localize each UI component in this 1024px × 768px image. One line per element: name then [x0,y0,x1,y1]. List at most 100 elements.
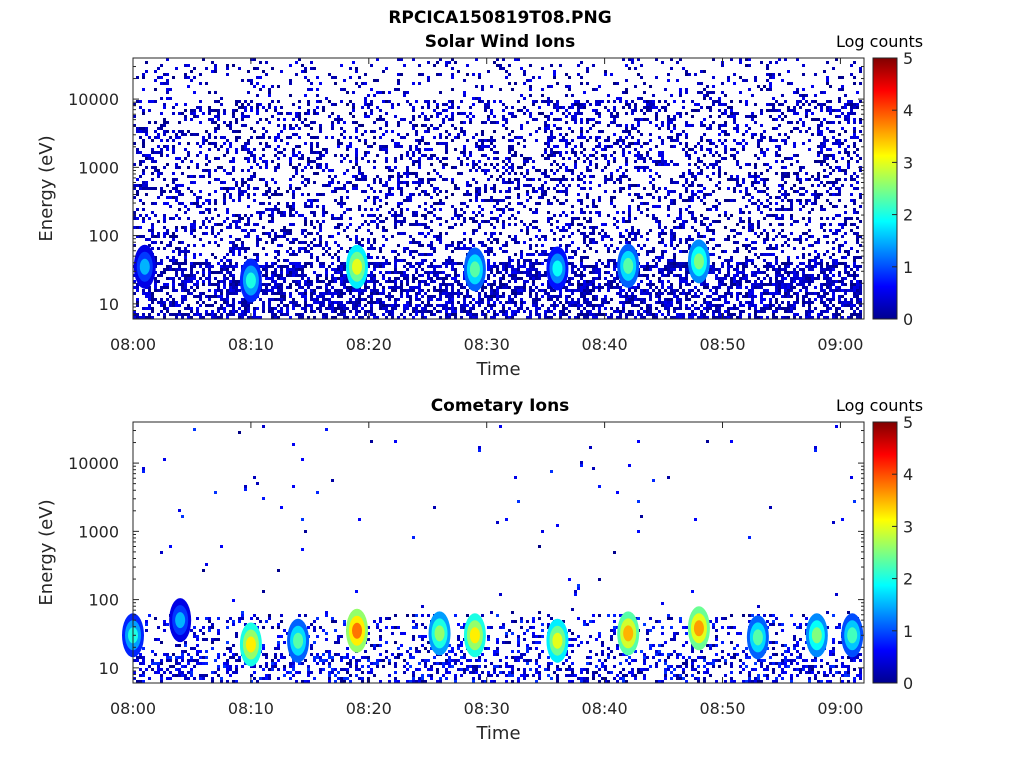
noise-cell [277,289,280,292]
noise-cell [313,214,316,217]
noise-cell [607,286,610,289]
noise-cell [205,259,208,262]
noise-cell [652,178,655,181]
noise-cell [487,157,490,160]
noise-cell [568,112,571,115]
noise-cell [331,178,334,181]
noise-cell [295,133,298,136]
noise-cell [604,175,607,178]
noise-cell [199,106,202,109]
noise-cell [511,163,514,166]
noise-cell [343,79,346,82]
noise-cell [220,268,223,271]
noise-cell [637,193,640,196]
noise-cell [208,106,211,109]
noise-cell [469,295,472,298]
noise-cell [223,109,226,112]
noise-cell [310,253,313,256]
noise-cell [319,151,322,154]
noise-cell [205,154,208,157]
noise-cell [229,304,232,307]
noise-cell [445,262,448,265]
noise-cell [151,139,154,142]
noise-cell [265,61,268,64]
noise-cell [151,229,154,232]
noise-cell [604,181,607,184]
noise-cell [418,142,421,145]
noise-cell [649,181,652,184]
noise-cell [568,256,571,259]
noise-cell [511,292,514,295]
noise-cell [313,67,316,70]
noise-cell [322,280,325,283]
noise-cell [541,94,544,97]
noise-cell [631,286,634,289]
noise-cell [313,136,316,139]
noise-cell [391,280,394,283]
noise-cell [190,265,193,268]
noise-cell [235,130,238,133]
noise-cell [232,283,235,286]
noise-cell [169,190,172,193]
noise-cell [160,298,163,301]
noise-cell [448,295,451,298]
noise-cell [430,310,433,313]
noise-cell [631,199,634,202]
noise-cell [616,169,619,172]
noise-cell [238,289,241,292]
noise-cell [550,136,553,139]
noise-cell [565,139,568,142]
noise-cell [331,136,334,139]
noise-cell [535,304,538,307]
noise-cell [271,67,274,70]
noise-cell [433,307,436,310]
noise-cell [244,181,247,184]
noise-cell [475,163,478,166]
noise-cell [433,271,436,274]
noise-cell [349,67,352,70]
noise-cell [403,220,406,223]
noise-cell [391,214,394,217]
noise-cell [265,292,268,295]
noise-cell [622,187,625,190]
noise-cell [571,265,574,268]
noise-cell [436,172,439,175]
noise-cell [154,235,157,238]
noise-cell [331,256,334,259]
noise-cell [481,145,484,148]
noise-cell [148,307,151,310]
noise-cell [430,163,433,166]
noise-cell [355,313,358,316]
noise-cell [646,166,649,169]
noise-cell [484,163,487,166]
noise-cell [184,247,187,250]
noise-cell [481,154,484,157]
noise-cell [577,316,580,319]
noise-cell [346,289,349,292]
noise-cell [499,88,502,91]
noise-cell [205,232,208,235]
noise-cell [142,292,145,295]
noise-cell [172,112,175,115]
noise-cell [613,196,616,199]
noise-cell [313,271,316,274]
noise-cell [451,205,454,208]
noise-cell [133,274,136,277]
noise-cell [271,220,274,223]
noise-cell [265,190,268,193]
noise-cell [628,67,631,70]
noise-cell [298,274,301,277]
noise-cell [535,169,538,172]
noise-cell [499,283,502,286]
noise-cell [586,301,589,304]
noise-cell [592,307,595,310]
noise-cell [622,58,625,61]
noise-cell [646,214,649,217]
noise-cell [388,280,391,283]
noise-cell [517,181,520,184]
noise-cell [142,172,145,175]
noise-cell [589,265,592,268]
noise-cell [670,160,673,163]
noise-cell [679,250,682,253]
noise-cell [451,304,454,307]
